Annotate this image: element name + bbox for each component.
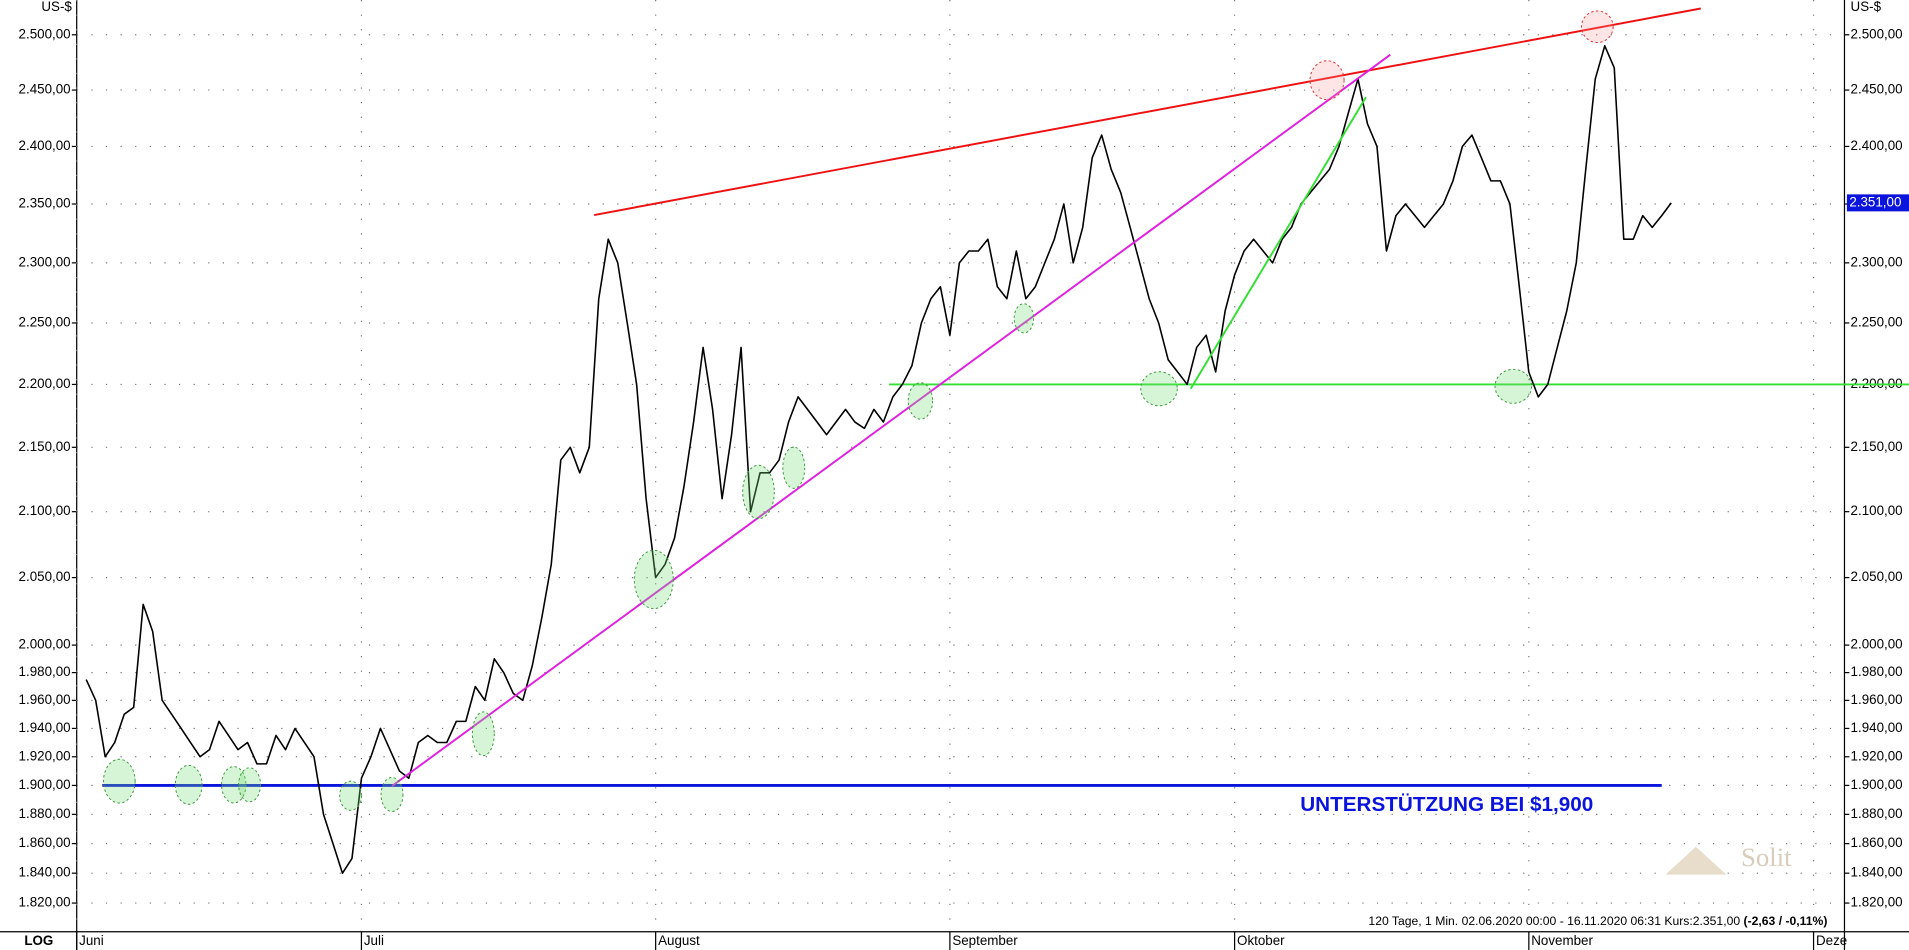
y-tick-label-right: 1.860,00 [1851,835,1903,850]
y-tick-label-right: 2.500,00 [1851,26,1903,41]
peak-highlights [1309,10,1614,101]
highlight [1140,371,1178,407]
y-tick-label-right: 2.300,00 [1851,254,1903,269]
y-label-right: US-$ [1851,0,1882,14]
highlight [1581,10,1614,44]
y-tick-label-right: 2.450,00 [1851,82,1903,97]
y-tick-label-right: 1.900,00 [1851,777,1903,792]
y-tick-label-right: 1.820,00 [1851,895,1903,910]
y-tick-label: 2.500,00 [19,26,71,41]
price-line [85,45,1672,875]
y-tick-label: 1.860,00 [19,835,71,850]
x-tick-label: Juli [364,933,384,948]
y-tick-label-right: 1.980,00 [1851,664,1903,679]
highlight [471,711,495,757]
y-tick-label-right: 2.100,00 [1851,503,1903,518]
annotation: UNTERSTÜTZUNG BEI $1,900 [1300,793,1593,816]
y-tick-label: 1.920,00 [19,748,71,763]
y-tick-label: 2.200,00 [19,376,71,391]
x-tick-label: September [952,933,1018,948]
plot: 1.820,00 1.820,00 1.840,00 1.840,00 1.860,00… [19,0,1909,950]
highlight [102,758,136,804]
y-tick-label: 2.300,00 [19,254,71,269]
highlights [102,303,1533,812]
y-tick-label-right: 1.920,00 [1851,748,1903,763]
y-tick-label: 2.400,00 [19,138,71,153]
highlight [339,780,363,811]
x-tick-label: Oktober [1237,933,1285,948]
x-tick-label: November [1531,933,1593,948]
highlight [380,777,404,812]
y-tick-label: 2.000,00 [19,637,71,652]
footer-change: (-2,63 / -0,11%) [1744,914,1828,928]
watermark-icon [1665,846,1727,875]
trend-line [391,53,1391,787]
y-tick-label: 2.100,00 [19,503,71,518]
y-tick-label-right: 1.880,00 [1851,806,1903,821]
y-tick-label-right: 2.150,00 [1851,439,1903,454]
y-tick-label: 2.050,00 [19,569,71,584]
y-tick-label: 1.940,00 [19,720,71,735]
footer: 120 Tage, 1 Min. 02.06.2020 00:00 - 16.1… [1368,914,1827,928]
footer-text: 120 Tage, 1 Min. 02.06.2020 00:00 - 16.1… [1368,914,1740,928]
pyramid [1665,846,1727,875]
y-tick-label: 2.350,00 [19,196,71,211]
highlight [1494,368,1533,404]
last-price-label: 2.351,00 [1849,194,1901,209]
y-tick-label: 2.150,00 [19,439,71,454]
y-tick-label-right: 1.940,00 [1851,720,1903,735]
trend-line-short [1189,96,1367,390]
x-tick-label: Juni [79,933,104,948]
highlight [1013,303,1035,334]
y-tick-label-right: 1.960,00 [1851,692,1903,707]
y-tick-label: 2.250,00 [19,315,71,330]
y-tick-label: 1.980,00 [19,664,71,679]
highlight [907,382,934,420]
scale-label: LOG [24,933,53,948]
y-label-left: US-$ [41,0,72,14]
y-tick-label: 1.840,00 [19,865,71,880]
y-tick-label: 2.450,00 [19,82,71,97]
y-tick-label: 1.880,00 [19,806,71,821]
highlight [782,446,806,489]
y-tick-label: 1.960,00 [19,692,71,707]
y-tick-label-right: 2.400,00 [1851,138,1903,153]
resistance-line [593,7,1701,216]
y-tick-label-right: 2.250,00 [1851,315,1903,330]
y-tick-label-right: 2.000,00 [1851,637,1903,652]
highlight [1309,60,1345,101]
y-tick-label-right: 2.050,00 [1851,569,1903,584]
y-tick-label-right: 1.840,00 [1851,865,1903,880]
y-tick-label: 1.820,00 [19,895,71,910]
x-tick-label: Deze [1816,933,1847,948]
last-price-box [1846,194,1909,212]
highlight [633,549,674,610]
x-tick-label: August [658,933,700,948]
highlight [238,767,262,803]
highlight [174,764,203,805]
highlight [742,464,775,520]
watermark: Solit [1741,842,1792,872]
y-tick-label: 1.900,00 [19,777,71,792]
